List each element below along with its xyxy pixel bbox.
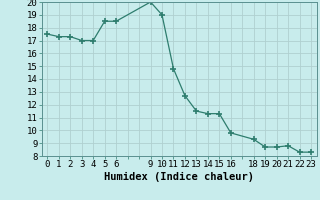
X-axis label: Humidex (Indice chaleur): Humidex (Indice chaleur) [104, 172, 254, 182]
